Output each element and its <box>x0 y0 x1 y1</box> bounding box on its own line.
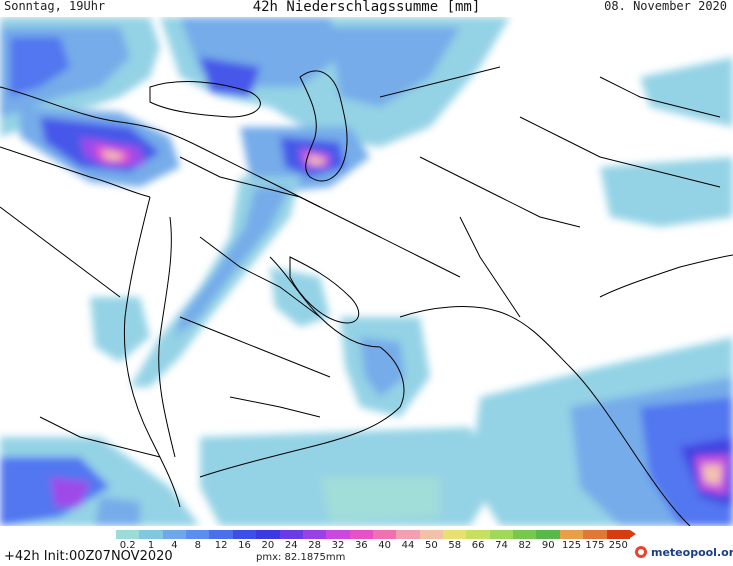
precipitation-map <box>0 17 733 526</box>
legend-tick-label: 20 <box>261 540 275 551</box>
precipitation-field <box>0 17 733 526</box>
legend-swatch <box>583 530 607 539</box>
legend-tick-label: 66 <box>471 540 485 551</box>
legend-tick-label: 90 <box>541 540 555 551</box>
legend-swatch <box>186 530 210 539</box>
legend-tick-label: 44 <box>401 540 415 551</box>
valid-time-label: Sonntag, 19Uhr <box>4 0 106 13</box>
legend-swatch <box>396 530 420 539</box>
legend-tick-label: 4 <box>171 540 178 551</box>
legend-swatch <box>209 530 233 539</box>
legend-swatch <box>372 530 397 539</box>
legend-tick-label: 8 <box>194 540 201 551</box>
legend-swatch <box>536 530 560 539</box>
legend-tick-label: 58 <box>448 540 462 551</box>
legend-swatch <box>349 530 373 539</box>
legend-swatch <box>443 530 467 539</box>
legend-tick-label: 36 <box>354 540 368 551</box>
legend-tick-label: 175 <box>585 540 605 551</box>
legend-swatch <box>139 530 163 539</box>
country-borders <box>0 66 733 526</box>
legend-swatch <box>256 530 280 539</box>
legend-swatch <box>559 530 584 539</box>
legend-swatch <box>606 530 630 539</box>
meteopool-logo-icon <box>635 546 647 558</box>
brand-logo[interactable]: meteopool.org <box>634 545 733 559</box>
legend-swatch <box>419 530 444 539</box>
init-time-label: +42h Init:00Z07NOV2020 <box>4 549 173 564</box>
legend-swatch <box>279 530 303 539</box>
legend-tick-labels: 0.2 1 4 8 12 16 20 24 28 32 36 40 44 50 58 66 74 82 90 125 1… <box>110 540 640 554</box>
legend-swatch <box>466 530 490 539</box>
map-title: 42h Niederschlagssumme [mm] <box>252 0 481 15</box>
legend-tick-label: 24 <box>284 540 298 551</box>
legend-tick-label: 82 <box>518 540 532 551</box>
legend-tick-label: 0.2 <box>119 540 136 551</box>
legend-swatch <box>326 530 350 539</box>
legend-swatch <box>513 530 537 539</box>
legend-color-bar <box>116 530 630 539</box>
legend-swatch <box>232 530 257 539</box>
legend-tick-label: 16 <box>238 540 251 551</box>
precip-max-label: pmx: 82.1875mm <box>256 552 346 563</box>
legend-tick-label: 1 <box>147 540 155 551</box>
legend-tick-label: 125 <box>562 540 582 551</box>
valid-date-label: 08. November 2020 <box>604 0 727 13</box>
legend-tick-label: 40 <box>378 540 392 551</box>
legend-swatch <box>162 530 187 539</box>
legend-overflow-arrow-icon <box>630 530 636 538</box>
legend-swatch <box>302 530 327 539</box>
brand-name: meteopool.org <box>651 545 733 559</box>
legend-tick-label: 74 <box>495 540 508 551</box>
legend-tick-label: 250 <box>608 540 628 551</box>
legend-tick-label: 28 <box>308 540 321 551</box>
legend-swatch <box>116 530 140 539</box>
legend-tick-label: 12 <box>214 540 228 551</box>
legend-tick-label: 32 <box>331 540 345 551</box>
legend-tick-label: 50 <box>425 540 438 551</box>
legend-swatch <box>489 530 514 539</box>
